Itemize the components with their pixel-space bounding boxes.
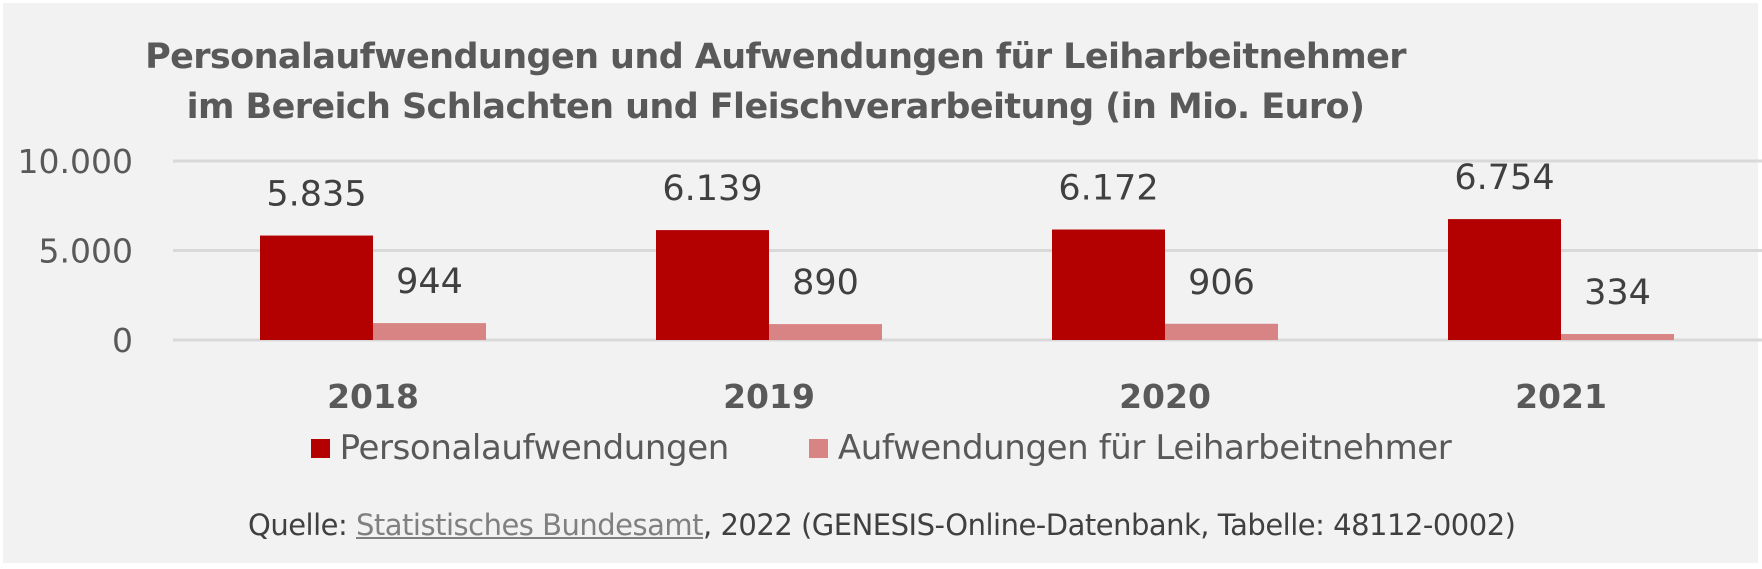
bars — [260, 219, 1674, 340]
data-labels: 5.835 944 6.139 890 6.172 906 6.754 334 — [266, 158, 1651, 313]
source-prefix: Quelle: — [248, 508, 356, 542]
bar-personal-2021 — [1448, 219, 1561, 340]
data-label: 6.754 — [1454, 158, 1554, 198]
bar-personal-2018 — [260, 235, 373, 340]
source-suffix: , 2022 (GENESIS-Online-Datenbank, Tabell… — [703, 508, 1516, 542]
y-tick-label: 0 — [112, 321, 133, 360]
chart-title-line-1: Personalaufwendungen und Aufwendungen fü… — [145, 37, 1406, 77]
legend-item-personalaufwendungen: Personalaufwendungen — [310, 428, 730, 468]
x-tick-label: 2019 — [723, 377, 815, 416]
legend-item-leiharbeitnehmer: Aufwendungen für Leiharbeitnehmer — [808, 428, 1452, 468]
y-tick-label: 5.000 — [39, 232, 133, 271]
x-tick-label: 2020 — [1119, 377, 1211, 416]
chart-title-line-2: im Bereich Schlachten und Fleischverarbe… — [186, 87, 1365, 127]
bar-personal-2020 — [1052, 229, 1165, 340]
data-label: 890 — [792, 263, 859, 303]
bar-leiharbeit-2019 — [769, 324, 882, 340]
legend-label: Aufwendungen für Leiharbeitnehmer — [837, 428, 1452, 468]
source-link[interactable]: Statistisches Bundesamt — [356, 508, 704, 542]
legend-swatch-personalaufwendungen — [310, 438, 330, 458]
data-label: 334 — [1584, 273, 1651, 313]
legend-swatch-leiharbeitnehmer — [808, 438, 828, 458]
bar-leiharbeit-2021 — [1561, 334, 1674, 340]
legend-label: Personalaufwendungen — [339, 428, 730, 468]
x-tick-label: 2021 — [1515, 377, 1607, 416]
x-tick-label: 2018 — [327, 377, 419, 416]
bar-personal-2019 — [656, 230, 769, 340]
data-label: 5.835 — [266, 175, 366, 215]
data-label: 6.172 — [1058, 169, 1158, 209]
data-label: 906 — [1188, 263, 1255, 303]
source-note: Quelle: Statistisches Bundesamt, 2022 (G… — [248, 508, 1516, 542]
legend: Personalaufwendungen Aufwendungen für Le… — [0, 428, 1762, 468]
y-axis-ticks: 0 5.000 10.000 — [18, 142, 133, 360]
data-label: 944 — [396, 262, 463, 302]
bar-leiharbeit-2018 — [373, 323, 486, 340]
data-label: 6.139 — [662, 169, 762, 209]
y-tick-label: 10.000 — [18, 142, 133, 181]
bar-leiharbeit-2020 — [1165, 323, 1278, 340]
x-axis-ticks: 2018 2019 2020 2021 — [327, 377, 1607, 416]
